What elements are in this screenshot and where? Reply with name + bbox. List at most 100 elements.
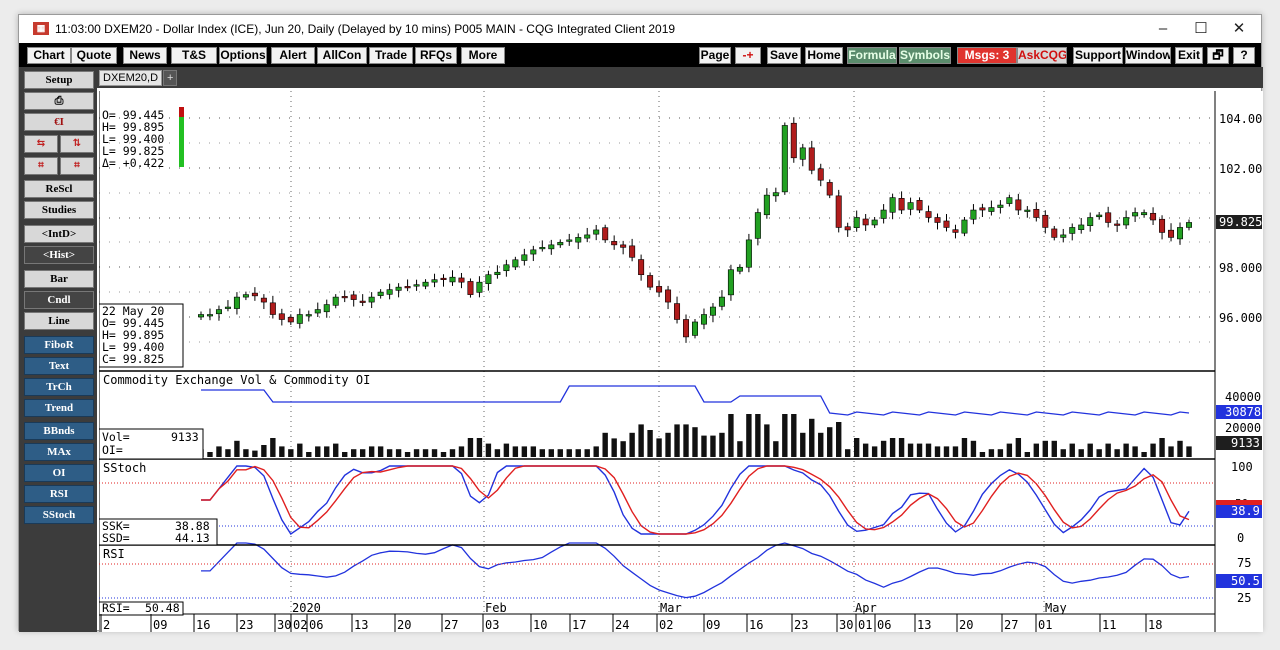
grid-icon[interactable]: ⌗: [24, 157, 58, 175]
plus-minus-button[interactable]: -+: [735, 47, 761, 64]
date-axis-month: Apr: [855, 601, 877, 615]
rsi-label: RSI=: [102, 601, 130, 615]
volume-bar: [1078, 449, 1084, 457]
volume-bar: [1051, 440, 1057, 457]
window-menu-button[interactable]: Window: [1125, 47, 1171, 64]
study-bbnds[interactable]: BBnds: [24, 422, 94, 440]
date-axis-month: Feb: [485, 601, 507, 615]
candle: [683, 314, 690, 343]
chart-svg[interactable]: 104.000 102.000 98.000 96.000 99.825 O= …: [98, 91, 1270, 632]
menu-chart[interactable]: Chart: [27, 47, 71, 64]
ohlc-high: H= 99.895: [102, 120, 164, 134]
menu-trade[interactable]: Trade: [369, 47, 413, 64]
add-tab-button[interactable]: +: [163, 70, 178, 86]
exit-button[interactable]: Exit: [1175, 47, 1203, 64]
menu-ts[interactable]: T&S: [171, 47, 217, 64]
symbols-button[interactable]: Symbols: [899, 47, 951, 64]
date-axis-day: 27: [1004, 618, 1018, 632]
volume-bar: [422, 449, 429, 457]
volume-bar: [404, 452, 411, 457]
minimize-button[interactable]: –: [1158, 20, 1168, 37]
volume-bar: [216, 446, 222, 457]
msgs-button[interactable]: Msgs: 3: [957, 47, 1017, 64]
grid-alt-icon[interactable]: ⌗: [60, 157, 94, 175]
close-button[interactable]: ✕: [1232, 20, 1246, 37]
volume-bar: [889, 438, 896, 457]
volume-bar: [485, 443, 492, 457]
intraday-button[interactable]: <IntD>: [24, 225, 94, 243]
bar-chart-button[interactable]: Bar: [24, 270, 94, 288]
support-button[interactable]: Support: [1073, 47, 1123, 64]
menu-news[interactable]: News: [123, 47, 167, 64]
volume-bar: [862, 443, 869, 457]
tab-dxem20[interactable]: DXEM20,D: [99, 70, 163, 86]
askcqg-button[interactable]: AskCQG: [1017, 47, 1067, 64]
ei-button[interactable]: €I: [24, 113, 94, 131]
historical-button[interactable]: <Hist>: [24, 246, 94, 264]
date-axis-day: 18: [1148, 618, 1162, 632]
study-trend[interactable]: Trend: [24, 399, 94, 417]
oi-label: OI=: [102, 443, 123, 457]
candle: [1177, 222, 1184, 245]
volume-bar: [988, 449, 995, 457]
volume-bar: [225, 449, 231, 457]
study-text[interactable]: Text: [24, 357, 94, 375]
menu-quote[interactable]: Quote: [71, 47, 117, 64]
swap-horizontal-icon[interactable]: ⇆: [24, 135, 58, 153]
candle: [889, 193, 896, 220]
candle: [907, 197, 914, 216]
line-chart-button[interactable]: Line: [24, 312, 94, 330]
setup-button[interactable]: Setup: [24, 71, 94, 89]
candle: [961, 217, 968, 237]
candle: [593, 224, 600, 241]
candle: [548, 239, 555, 255]
menu-rfqs[interactable]: RFQs: [415, 47, 457, 64]
study-trch[interactable]: TrCh: [24, 378, 94, 396]
volume-bar: [557, 449, 563, 457]
study-max[interactable]: MAx: [24, 443, 94, 461]
date-axis-day: 09: [153, 618, 167, 632]
restore-icon[interactable]: 🗗: [1207, 47, 1229, 64]
volume-bar: [1114, 449, 1120, 457]
swap-vertical-icon[interactable]: ⇅: [60, 135, 94, 153]
help-button[interactable]: ?: [1233, 47, 1255, 64]
study-rsi[interactable]: RSI: [24, 485, 94, 503]
ssk-value: 38.88: [175, 519, 210, 533]
candle: [1132, 207, 1139, 222]
candle: [260, 294, 267, 310]
volume-bar: [368, 446, 375, 457]
volume-bar: [548, 449, 554, 457]
page-button[interactable]: Page: [699, 47, 731, 64]
chart-area[interactable]: 104.000 102.000 98.000 96.000 99.825 O= …: [98, 91, 1270, 632]
volume-bar: [611, 438, 617, 457]
candle: [476, 276, 483, 298]
study-fibor[interactable]: FiboR: [24, 336, 94, 354]
menu-allcon[interactable]: AllCon: [317, 47, 367, 64]
candle: [898, 191, 905, 215]
candle: [665, 285, 672, 310]
home-button[interactable]: Home: [805, 47, 843, 64]
rescale-button[interactable]: ReScl: [24, 180, 94, 198]
rsi-last-badge: 50.5: [1231, 574, 1260, 588]
candle: [1141, 209, 1148, 218]
cursor-date: 22 May 20: [102, 304, 164, 318]
date-axis-day: 30: [277, 618, 291, 632]
volume-bar: [728, 414, 734, 457]
menu-options[interactable]: Options: [219, 47, 267, 64]
candle-chart-button[interactable]: Cndl: [24, 291, 94, 309]
menu-more[interactable]: More: [461, 47, 505, 64]
candle: [251, 287, 258, 301]
formula-button[interactable]: Formula: [847, 47, 897, 64]
date-axis-day: 01: [1038, 618, 1052, 632]
volume-bar: [925, 443, 932, 457]
study-oi[interactable]: OI: [24, 464, 94, 482]
volume-bar: [1150, 443, 1156, 457]
menu-alert[interactable]: Alert: [271, 47, 315, 64]
maximize-button[interactable]: ☐: [1194, 20, 1208, 37]
studies-button[interactable]: Studies: [24, 201, 94, 219]
candle: [1024, 206, 1031, 218]
print-icon[interactable]: ⎙: [24, 92, 94, 110]
save-button[interactable]: Save: [767, 47, 801, 64]
candle: [215, 305, 222, 321]
study-sstoch[interactable]: SStoch: [24, 506, 94, 524]
